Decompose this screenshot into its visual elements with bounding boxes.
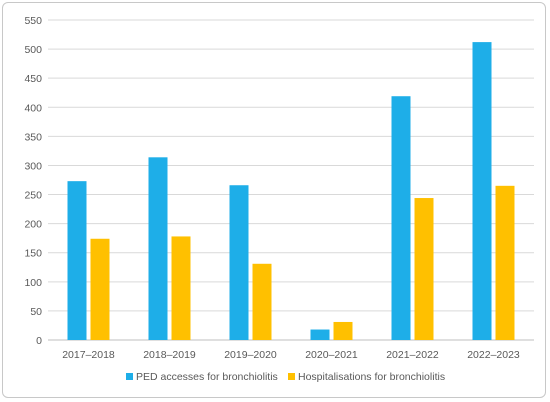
y-tick-label: 550 <box>24 15 42 27</box>
y-tick-label: 500 <box>24 44 42 56</box>
legend-swatch-ped <box>126 373 133 380</box>
y-tick-label: 450 <box>24 73 42 85</box>
y-tick-label: 100 <box>24 277 42 289</box>
y-tick-label: 300 <box>24 160 42 172</box>
x-tick-label: 2022–2023 <box>467 349 520 361</box>
y-tick-label: 0 <box>36 335 42 347</box>
x-tick-label: 2020–2021 <box>305 349 358 361</box>
bar-hospitalisations <box>90 238 110 340</box>
legend: PED accesses for bronchiolitis Hospitali… <box>126 371 445 383</box>
bar-hospitalisations <box>414 198 434 340</box>
y-tick-label: 150 <box>24 248 42 260</box>
legend-swatch-hospitalisations <box>288 373 295 380</box>
y-axis-ticks: 0 50 100 150 200 250 300 350 400 450 500 550 <box>24 15 42 347</box>
bar-hospitalisations <box>171 236 191 340</box>
bars <box>67 42 515 340</box>
bar-ped-accesses <box>472 42 492 340</box>
x-tick-label: 2021–2022 <box>386 349 439 361</box>
y-tick-label: 50 <box>30 306 42 318</box>
x-tick-label: 2018–2019 <box>143 349 196 361</box>
gridlines <box>48 19 534 341</box>
bar-hospitalisations <box>333 321 353 340</box>
y-tick-label: 350 <box>24 131 42 143</box>
bar-ped-accesses <box>148 157 168 340</box>
y-tick-label: 400 <box>24 102 42 114</box>
x-axis-ticks: 2017–2018 2018–2019 2019–2020 2020–2021 2021… <box>62 349 520 361</box>
x-tick-label: 2019–2020 <box>224 349 277 361</box>
y-tick-label: 200 <box>24 219 42 231</box>
bar-ped-accesses <box>391 96 411 340</box>
legend-label-hospitalisations: Hospitalisations for bronchiolitis <box>298 371 445 383</box>
bar-ped-accesses <box>229 185 249 340</box>
x-tick-label: 2017–2018 <box>62 349 115 361</box>
bar-ped-accesses <box>67 181 87 340</box>
bar-hospitalisations <box>495 185 515 340</box>
bar-hospitalisations <box>252 263 272 340</box>
bar-ped-accesses <box>310 329 330 340</box>
y-tick-label: 250 <box>24 190 42 202</box>
legend-label-ped: PED accesses for bronchiolitis <box>136 371 278 383</box>
